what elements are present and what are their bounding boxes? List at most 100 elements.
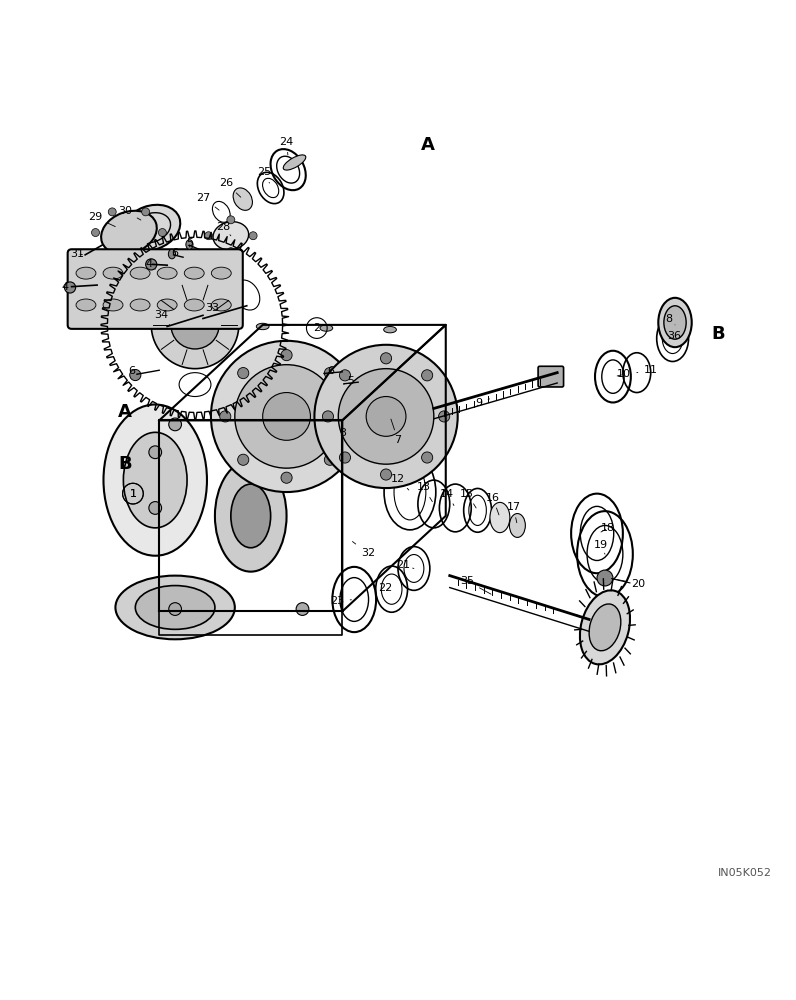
Text: 27: 27 xyxy=(196,193,219,210)
Circle shape xyxy=(439,411,450,422)
Circle shape xyxy=(339,452,350,463)
Ellipse shape xyxy=(185,267,204,279)
Ellipse shape xyxy=(233,188,252,210)
Ellipse shape xyxy=(103,299,123,311)
Ellipse shape xyxy=(320,325,333,331)
Ellipse shape xyxy=(101,211,157,254)
Text: 15: 15 xyxy=(460,489,476,508)
Circle shape xyxy=(337,379,348,390)
Circle shape xyxy=(151,281,239,369)
Circle shape xyxy=(238,368,249,379)
Ellipse shape xyxy=(664,306,686,339)
Ellipse shape xyxy=(215,460,287,572)
Ellipse shape xyxy=(158,299,178,311)
Circle shape xyxy=(171,301,219,349)
Text: 6: 6 xyxy=(325,366,334,376)
Ellipse shape xyxy=(185,299,204,311)
Circle shape xyxy=(159,322,170,334)
Ellipse shape xyxy=(135,586,215,629)
Ellipse shape xyxy=(76,267,96,279)
Text: 13: 13 xyxy=(416,482,432,502)
Text: 31: 31 xyxy=(70,249,84,259)
Ellipse shape xyxy=(356,369,369,376)
Text: 6: 6 xyxy=(128,366,138,376)
Text: 34: 34 xyxy=(154,310,170,325)
Circle shape xyxy=(238,454,249,465)
Circle shape xyxy=(146,259,157,270)
Text: 25: 25 xyxy=(257,167,271,183)
Text: 10: 10 xyxy=(617,369,631,379)
Ellipse shape xyxy=(76,299,96,311)
Text: 36: 36 xyxy=(667,331,681,341)
Circle shape xyxy=(314,345,458,488)
Text: 35: 35 xyxy=(460,576,491,594)
Ellipse shape xyxy=(231,484,271,548)
Circle shape xyxy=(597,570,613,586)
Ellipse shape xyxy=(103,267,123,279)
Circle shape xyxy=(232,416,245,428)
Ellipse shape xyxy=(228,369,241,376)
Text: A: A xyxy=(118,403,132,421)
Ellipse shape xyxy=(509,514,525,537)
FancyBboxPatch shape xyxy=(68,249,243,329)
Text: 8: 8 xyxy=(665,314,675,325)
Circle shape xyxy=(380,469,392,480)
Text: B: B xyxy=(118,455,132,473)
Text: 11: 11 xyxy=(637,365,657,375)
Circle shape xyxy=(263,393,310,440)
Text: 16: 16 xyxy=(486,493,500,515)
Circle shape xyxy=(227,248,235,256)
Ellipse shape xyxy=(213,222,248,250)
Text: 1: 1 xyxy=(130,489,136,499)
Text: 4: 4 xyxy=(146,259,155,269)
Circle shape xyxy=(92,229,100,237)
Ellipse shape xyxy=(212,299,232,311)
Circle shape xyxy=(324,368,335,379)
Circle shape xyxy=(142,249,150,257)
Ellipse shape xyxy=(185,240,193,249)
Text: 12: 12 xyxy=(391,474,409,490)
Ellipse shape xyxy=(131,267,150,279)
Ellipse shape xyxy=(103,404,207,556)
Circle shape xyxy=(211,341,362,492)
Circle shape xyxy=(220,411,231,422)
Text: 24: 24 xyxy=(279,137,294,155)
Ellipse shape xyxy=(580,590,630,664)
Circle shape xyxy=(296,603,309,615)
Ellipse shape xyxy=(490,502,509,533)
Ellipse shape xyxy=(589,604,621,651)
Circle shape xyxy=(149,502,162,514)
Circle shape xyxy=(195,315,206,326)
Circle shape xyxy=(422,452,433,463)
Text: 30: 30 xyxy=(118,206,141,220)
Ellipse shape xyxy=(234,280,259,310)
Circle shape xyxy=(205,232,213,240)
Text: 6: 6 xyxy=(172,248,178,258)
Ellipse shape xyxy=(158,267,178,279)
Text: 14: 14 xyxy=(440,489,455,506)
Circle shape xyxy=(158,229,166,237)
Circle shape xyxy=(249,232,257,240)
Text: A: A xyxy=(420,136,435,154)
Circle shape xyxy=(422,370,433,381)
Text: 5: 5 xyxy=(186,238,193,248)
Circle shape xyxy=(235,365,338,468)
Circle shape xyxy=(296,419,309,432)
Ellipse shape xyxy=(123,205,180,251)
Circle shape xyxy=(142,208,150,216)
Text: 1: 1 xyxy=(130,489,136,499)
Ellipse shape xyxy=(658,298,692,347)
Text: 26: 26 xyxy=(219,178,240,197)
Text: 2: 2 xyxy=(314,323,320,333)
Circle shape xyxy=(322,411,334,422)
Text: B: B xyxy=(711,325,725,343)
Text: 23: 23 xyxy=(330,596,352,606)
Circle shape xyxy=(317,369,328,380)
Ellipse shape xyxy=(179,373,211,397)
Circle shape xyxy=(366,397,406,436)
Text: 7: 7 xyxy=(391,419,401,445)
Circle shape xyxy=(338,369,434,464)
Text: 28: 28 xyxy=(216,222,231,236)
Text: 18: 18 xyxy=(601,523,615,533)
Circle shape xyxy=(227,216,235,224)
